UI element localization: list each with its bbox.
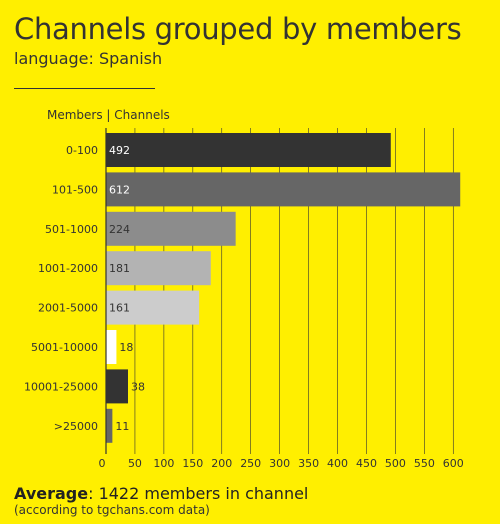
value-label-4: 161: [109, 302, 130, 315]
bar-1: [106, 172, 461, 207]
x-tick-label-300: 300: [269, 457, 290, 470]
bar-0: [106, 133, 391, 167]
category-label-6: 10001-25000: [24, 380, 98, 393]
average-label: Average: [14, 484, 89, 503]
source-note: (according to tgchans.com data): [14, 503, 210, 517]
column-header: Members | Channels: [47, 108, 170, 122]
x-tick-label-0: 0: [99, 457, 106, 470]
x-tick-label-400: 400: [327, 457, 348, 470]
category-label-3: 1001-2000: [38, 262, 98, 275]
category-label-7: >25000: [54, 420, 98, 433]
bar-6: [106, 369, 128, 404]
chart-title: Channels grouped by members: [14, 12, 462, 46]
average-text: : 1422 members in channel: [88, 484, 309, 503]
x-tick-label-250: 250: [240, 457, 261, 470]
value-label-1: 612: [109, 183, 130, 196]
bar-5: [106, 330, 117, 364]
bar-3: [106, 251, 211, 286]
chart-subtitle: language: Spanish: [14, 49, 163, 68]
x-tick-label-100: 100: [153, 457, 174, 470]
bar-7: [106, 408, 113, 443]
title-divider: [14, 88, 155, 89]
x-tick-label-600: 600: [443, 457, 464, 470]
value-label-3: 181: [109, 262, 130, 275]
x-tick-label-200: 200: [211, 457, 232, 470]
x-tick-label-500: 500: [385, 457, 406, 470]
x-tick-label-150: 150: [182, 457, 203, 470]
category-label-4: 2001-5000: [38, 302, 98, 315]
x-tick-label-50: 50: [128, 457, 142, 470]
bar-2: [106, 211, 236, 246]
bar-4: [106, 290, 200, 325]
average-summary: Average: 1422 members in channel: [14, 484, 308, 503]
value-label-5: 18: [119, 341, 133, 354]
x-tick-label-550: 550: [414, 457, 435, 470]
category-label-1: 101-500: [52, 183, 98, 196]
value-label-7: 11: [115, 420, 129, 433]
category-label-0: 0-100: [66, 144, 98, 157]
category-label-2: 501-1000: [45, 223, 98, 236]
value-label-6: 38: [131, 380, 145, 393]
value-label-0: 492: [109, 144, 130, 157]
value-label-2: 224: [109, 223, 130, 236]
x-tick-label-350: 350: [298, 457, 319, 470]
x-tick-label-450: 450: [356, 457, 377, 470]
category-label-5: 5001-10000: [31, 341, 98, 354]
